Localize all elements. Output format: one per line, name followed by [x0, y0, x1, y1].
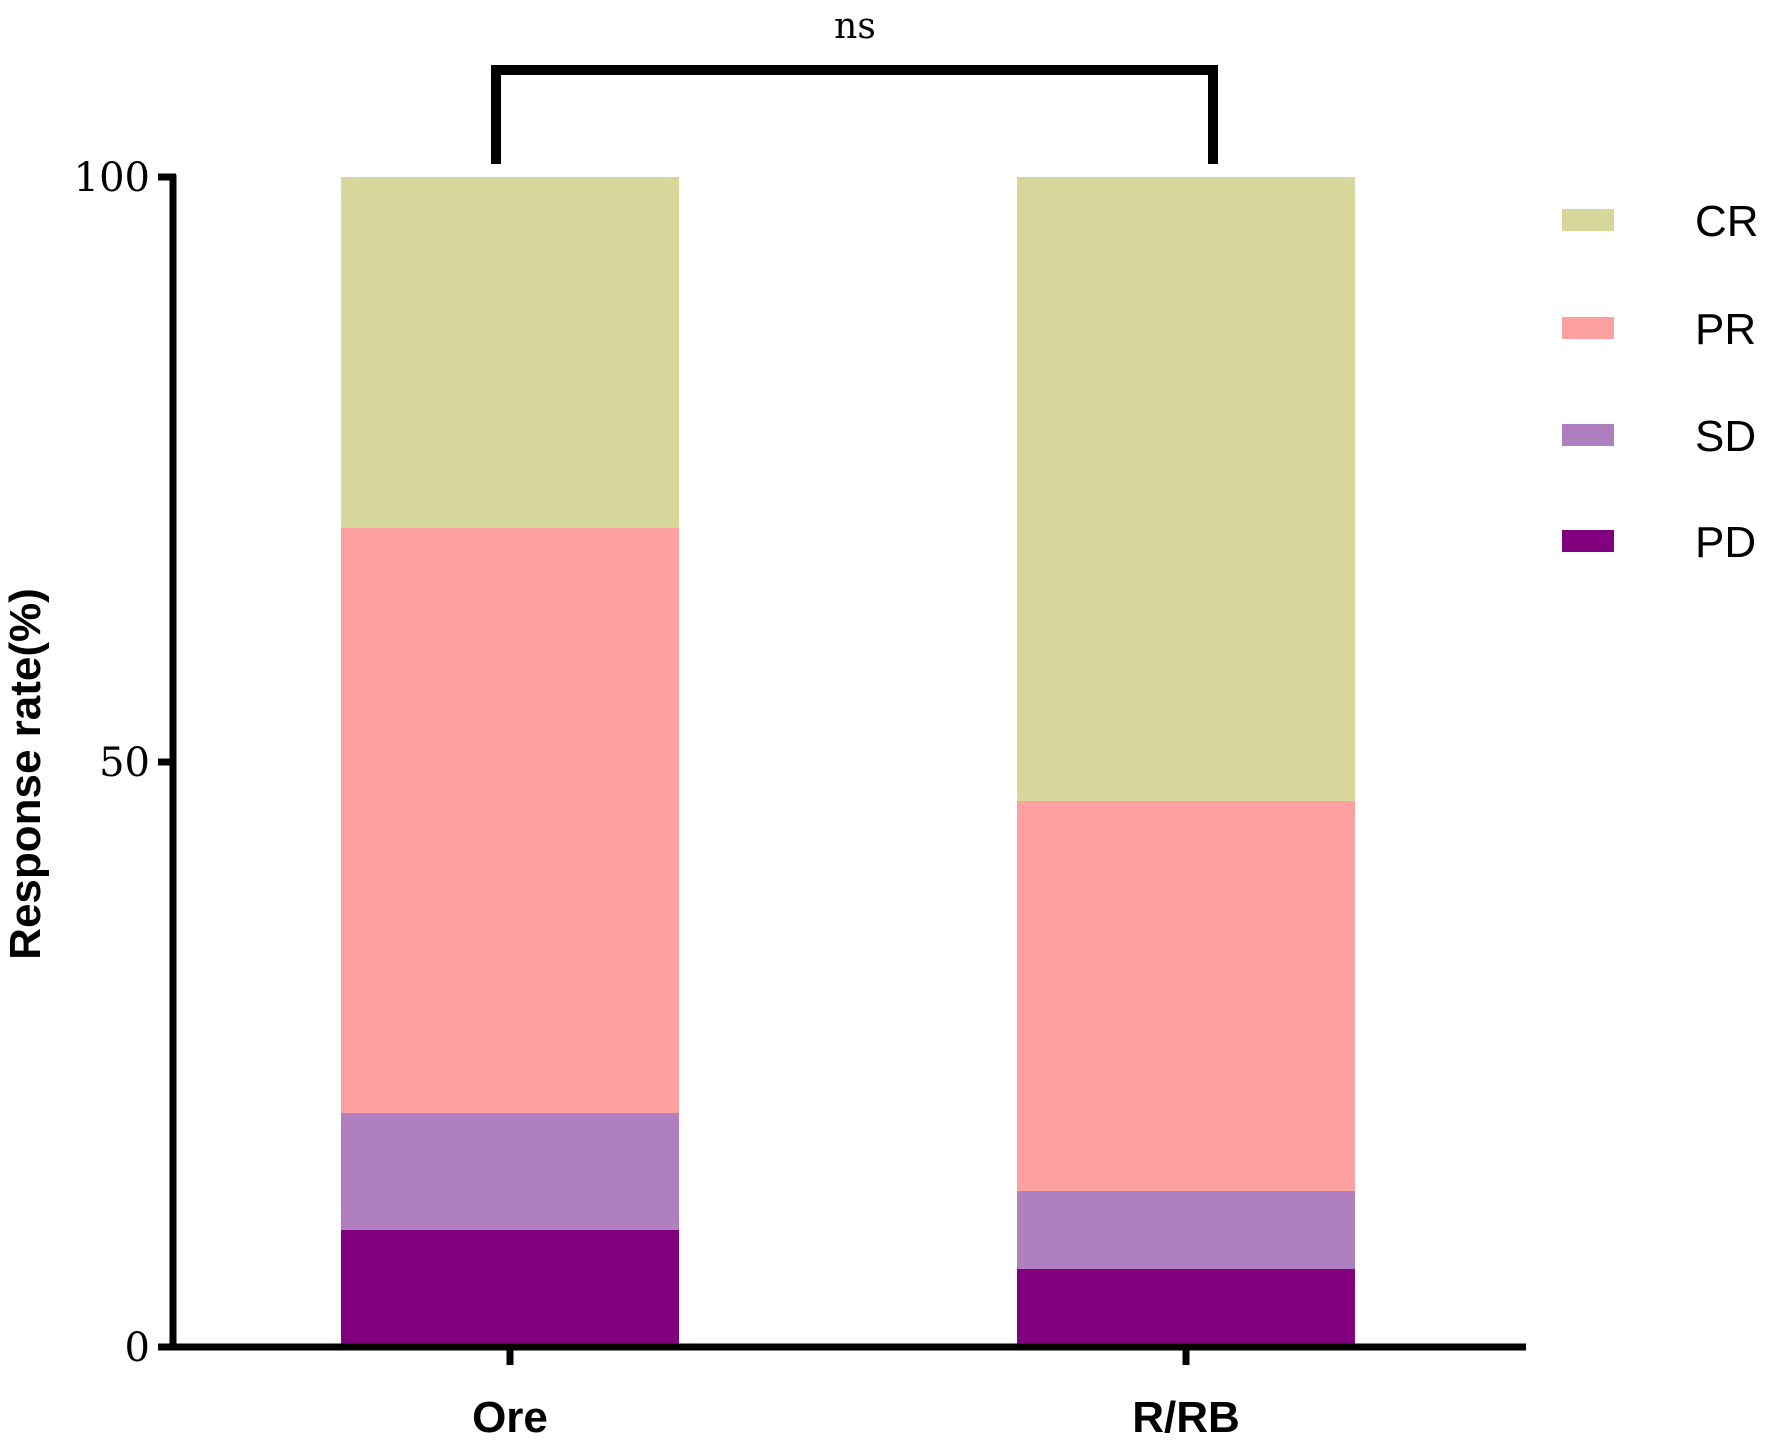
- y-tick-label: 100: [74, 155, 150, 201]
- legend-swatch-pd: [1562, 530, 1614, 552]
- legend-swatch-cr: [1562, 209, 1614, 231]
- bar-pr-rrb: [1017, 800, 1355, 1191]
- legend-label-sd: SD: [1695, 412, 1756, 461]
- bar-sd-ore: [341, 1113, 679, 1230]
- x-tick-label: R/RB: [1132, 1393, 1240, 1442]
- bar-pr-ore: [341, 528, 679, 1113]
- y-tick-label: 50: [99, 740, 150, 786]
- x-tick-label: Ore: [472, 1393, 548, 1442]
- legend-label-cr: CR: [1695, 197, 1759, 246]
- y-axis-label: Response rate(%): [1, 588, 50, 960]
- y-tick-label: 0: [125, 1325, 150, 1371]
- bar-cr-ore: [341, 177, 679, 528]
- bar-pd-rrb: [1017, 1268, 1355, 1347]
- bar-sd-rrb: [1017, 1190, 1355, 1269]
- legend-swatch-pr: [1562, 317, 1614, 339]
- legend-swatch-sd: [1562, 424, 1614, 446]
- significance-label: ns: [834, 6, 876, 47]
- legend-label-pd: PD: [1695, 518, 1756, 567]
- bar-cr-rrb: [1017, 177, 1355, 801]
- significance-bracket: [491, 65, 1218, 164]
- bar-pd-ore: [341, 1230, 679, 1347]
- legend-label-pr: PR: [1695, 305, 1756, 354]
